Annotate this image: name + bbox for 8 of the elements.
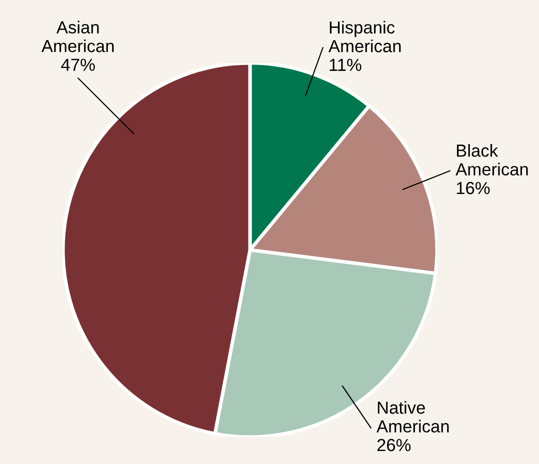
data-label: 26% bbox=[377, 438, 411, 452]
data-label: 47% bbox=[61, 58, 95, 71]
slice-label: Black American bbox=[456, 144, 528, 176]
slice-label: Hispanic American bbox=[328, 20, 401, 52]
data-label: 16% bbox=[456, 182, 490, 194]
slice-label: Asian American bbox=[41, 20, 114, 52]
slice-label: Native American bbox=[376, 401, 449, 433]
data-label: 11% bbox=[330, 58, 362, 71]
